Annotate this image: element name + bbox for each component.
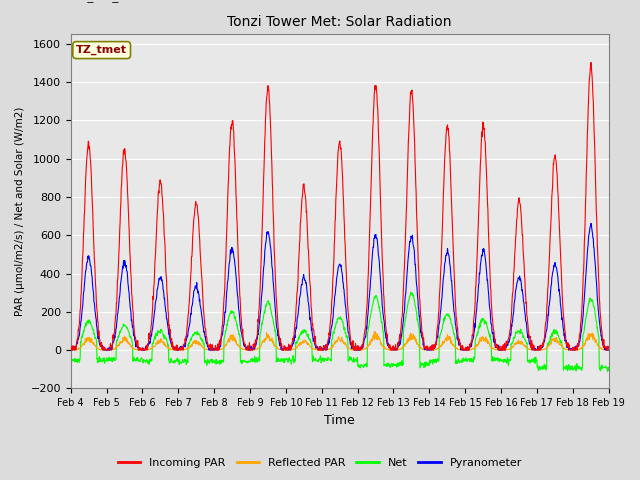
Y-axis label: PAR (μmol/m2/s) / Net and Solar (W/m2): PAR (μmol/m2/s) / Net and Solar (W/m2)	[15, 107, 25, 316]
Text: TZ_tmet: TZ_tmet	[76, 45, 127, 55]
Title: Tonzi Tower Met: Solar Radiation: Tonzi Tower Met: Solar Radiation	[227, 15, 452, 29]
Legend: Incoming PAR, Reflected PAR, Net, Pyranometer: Incoming PAR, Reflected PAR, Net, Pyrano…	[114, 453, 526, 472]
X-axis label: Time: Time	[324, 414, 355, 427]
Text: No data for f_BF5_Diffuse: No data for f_BF5_Diffuse	[6, 0, 163, 2]
